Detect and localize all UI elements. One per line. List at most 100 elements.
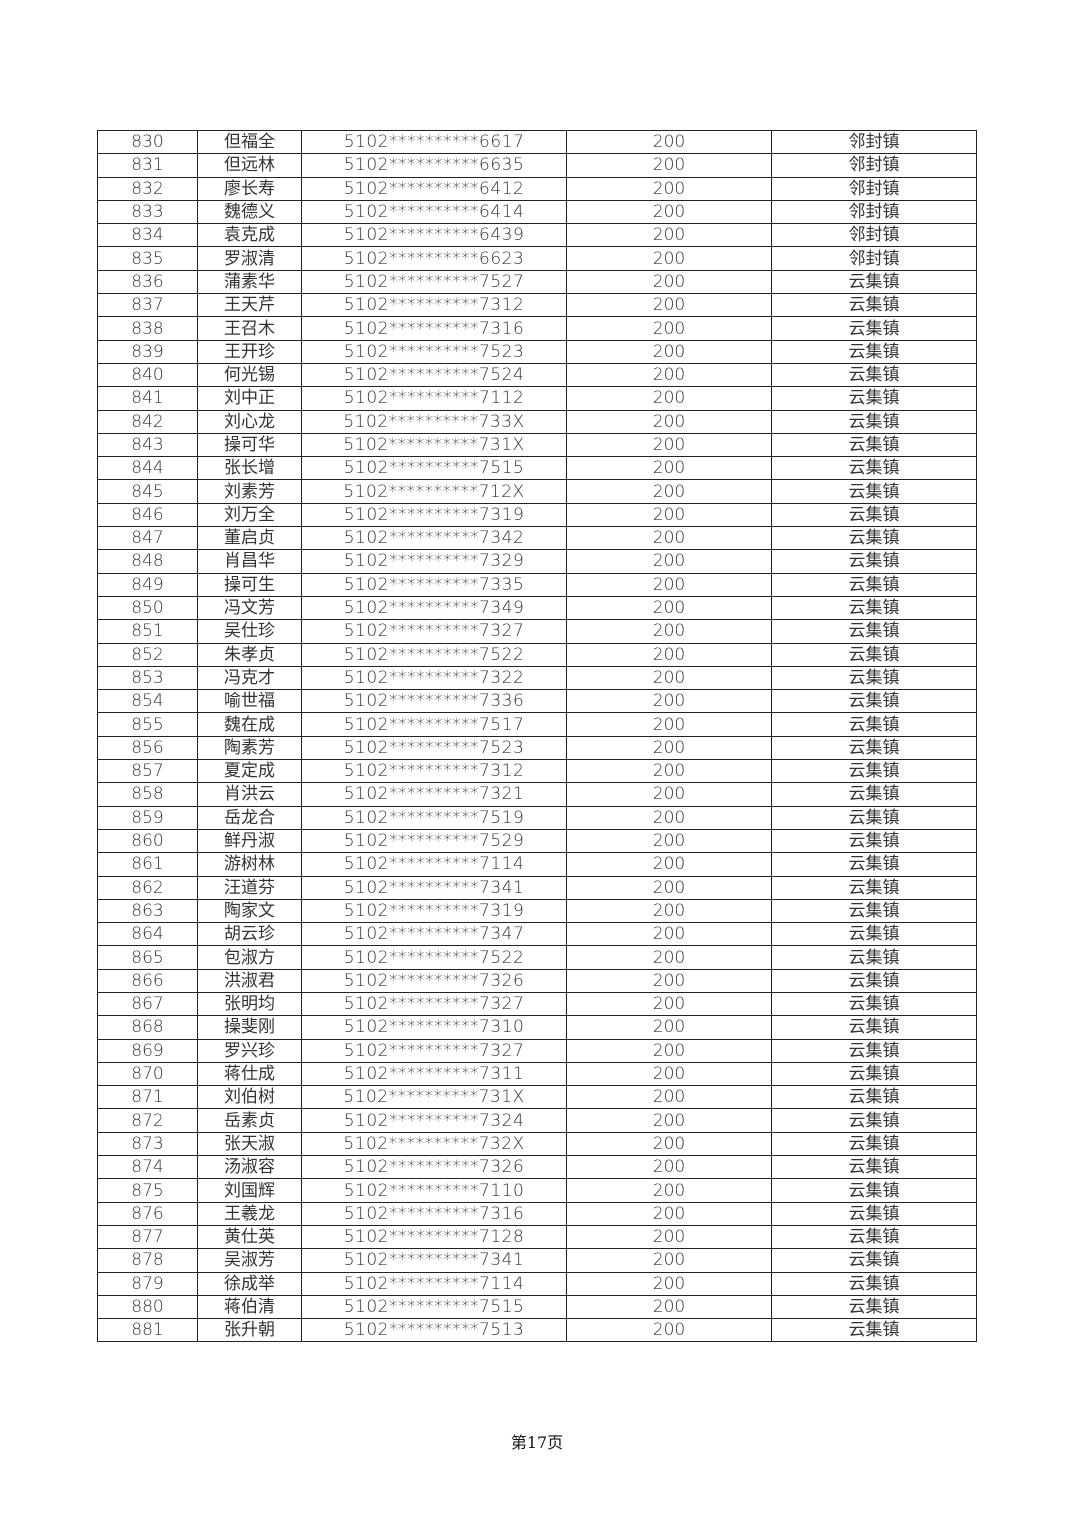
- name-cell: 魏在成: [197, 712, 302, 737]
- town-cell: 云集镇: [771, 293, 977, 318]
- id-number-cell: 5102**********7335: [301, 572, 567, 597]
- row-number: 857: [97, 759, 198, 784]
- id-number-cell: 5102**********6439: [301, 223, 567, 248]
- table-row: 879 徐成举 5102**********7114 200 云集镇: [97, 1271, 977, 1296]
- amount-cell: 200: [566, 619, 772, 644]
- amount-cell: 200: [566, 828, 772, 854]
- amount-cell: 200: [566, 246, 772, 271]
- name-cell: 蒋伯清: [197, 1294, 302, 1320]
- id-number-cell: 5102**********7513: [301, 1318, 567, 1343]
- table-row: 881 张升朝 5102**********7513 200 云集镇: [97, 1318, 977, 1343]
- town-cell: 云集镇: [771, 665, 977, 691]
- table-row: 836 蒲素华 5102**********7527 200 云集镇: [97, 269, 977, 295]
- id-number-cell: 5102**********7112: [301, 386, 567, 411]
- row-number: 865: [97, 945, 198, 970]
- amount-cell: 200: [566, 1248, 772, 1273]
- row-number: 863: [97, 898, 198, 924]
- amount-cell: 200: [566, 386, 772, 411]
- town-cell: 云集镇: [771, 269, 977, 295]
- row-number: 872: [97, 1108, 198, 1133]
- table-row: 847 董启贞 5102**********7342 200 云集镇: [97, 526, 977, 551]
- row-number: 870: [97, 1061, 198, 1087]
- town-cell: 云集镇: [771, 456, 977, 481]
- amount-cell: 200: [566, 362, 772, 388]
- id-number-cell: 5102**********7515: [301, 1294, 567, 1320]
- town-cell: 云集镇: [771, 1108, 977, 1133]
- amount-cell: 200: [566, 456, 772, 481]
- name-cell: 但福全: [197, 129, 302, 155]
- id-number-cell: 5102**********7312: [301, 759, 567, 784]
- amount-cell: 200: [566, 1038, 772, 1063]
- row-number: 832: [97, 176, 198, 201]
- name-cell: 冯文芳: [197, 595, 302, 621]
- amount-cell: 200: [566, 1015, 772, 1040]
- table-row: 841 刘中正 5102**********7112 200 云集镇: [97, 386, 977, 411]
- id-number-cell: 5102**********731X: [301, 1085, 567, 1110]
- id-number-cell: 5102**********7128: [301, 1224, 567, 1250]
- id-number-cell: 5102**********7524: [301, 362, 567, 388]
- row-number: 845: [97, 479, 198, 504]
- id-number-cell: 5102**********7110: [301, 1178, 567, 1203]
- name-cell: 肖洪云: [197, 782, 302, 807]
- row-number: 855: [97, 712, 198, 737]
- name-cell: 王召木: [197, 316, 302, 341]
- amount-cell: 200: [566, 153, 772, 178]
- row-number: 842: [97, 409, 198, 434]
- town-cell: 云集镇: [771, 549, 977, 574]
- name-cell: 游树林: [197, 852, 302, 877]
- name-cell: 夏定成: [197, 759, 302, 784]
- name-cell: 操可华: [197, 432, 302, 458]
- amount-cell: 200: [566, 129, 772, 155]
- row-number: 862: [97, 875, 198, 900]
- row-number: 879: [97, 1271, 198, 1296]
- id-number-cell: 5102**********6412: [301, 176, 567, 201]
- table-row: 873 张天淑 5102**********732X 200 云集镇: [97, 1131, 977, 1157]
- id-number-cell: 5102**********7523: [301, 735, 567, 761]
- amount-cell: 200: [566, 922, 772, 947]
- town-cell: 云集镇: [771, 1224, 977, 1250]
- amount-cell: 200: [566, 572, 772, 597]
- town-cell: 云集镇: [771, 945, 977, 970]
- name-cell: 罗淑清: [197, 246, 302, 271]
- name-cell: 廖长寿: [197, 176, 302, 201]
- amount-cell: 200: [566, 852, 772, 877]
- amount-cell: 200: [566, 339, 772, 364]
- table-row: 865 包淑方 5102**********7522 200 云集镇: [97, 945, 977, 970]
- town-cell: 云集镇: [771, 875, 977, 900]
- row-number: 874: [97, 1155, 198, 1180]
- name-cell: 张天淑: [197, 1131, 302, 1157]
- name-cell: 袁克成: [197, 223, 302, 248]
- name-cell: 吴淑芳: [197, 1248, 302, 1273]
- row-number: 858: [97, 782, 198, 807]
- row-number: 835: [97, 246, 198, 271]
- id-number-cell: 5102**********6617: [301, 129, 567, 155]
- town-cell: 云集镇: [771, 1155, 977, 1180]
- id-number-cell: 5102**********7347: [301, 922, 567, 947]
- row-number: 836: [97, 269, 198, 295]
- table-row: 851 吴仕珍 5102**********7327 200 云集镇: [97, 619, 977, 644]
- name-cell: 吴仕珍: [197, 619, 302, 644]
- name-cell: 何光锡: [197, 362, 302, 388]
- table-row: 874 汤淑容 5102**********7326 200 云集镇: [97, 1155, 977, 1180]
- id-number-cell: 5102**********6623: [301, 246, 567, 271]
- table-row: 842 刘心龙 5102**********733X 200 云集镇: [97, 409, 977, 434]
- row-number: 840: [97, 362, 198, 388]
- row-number: 839: [97, 339, 198, 364]
- name-cell: 洪淑君: [197, 968, 302, 993]
- amount-cell: 200: [566, 549, 772, 574]
- table-row: 844 张长增 5102**********7515 200 云集镇: [97, 456, 977, 481]
- town-cell: 云集镇: [771, 1271, 977, 1296]
- amount-cell: 200: [566, 502, 772, 528]
- name-cell: 魏德义: [197, 199, 302, 225]
- id-number-cell: 5102**********7321: [301, 782, 567, 807]
- row-number: 848: [97, 549, 198, 574]
- town-cell: 云集镇: [771, 1318, 977, 1343]
- town-cell: 云集镇: [771, 642, 977, 667]
- id-number-cell: 5102**********7316: [301, 316, 567, 341]
- id-number-cell: 5102**********7319: [301, 898, 567, 924]
- town-cell: 云集镇: [771, 898, 977, 924]
- amount-cell: 200: [566, 898, 772, 924]
- name-cell: 徐成举: [197, 1271, 302, 1296]
- row-number: 878: [97, 1248, 198, 1273]
- table-row: 853 冯克才 5102**********7322 200 云集镇: [97, 665, 977, 691]
